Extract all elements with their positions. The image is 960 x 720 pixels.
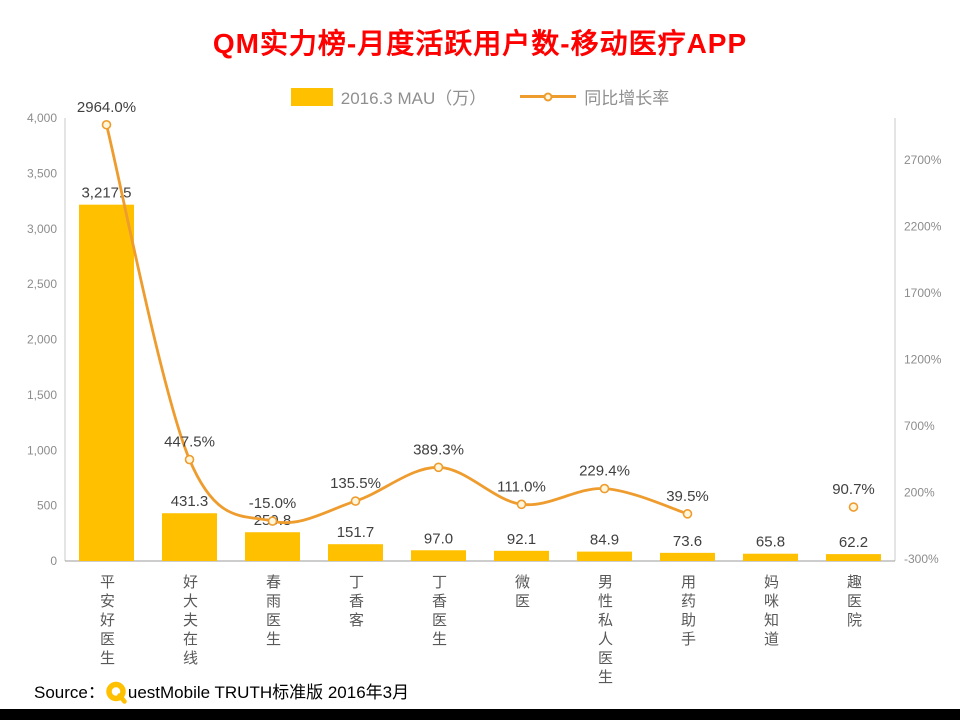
growth-value-label: 447.5% — [164, 434, 215, 451]
growth-value-label: 229.4% — [579, 463, 630, 480]
right-axis-tick: 200% — [904, 485, 935, 499]
mau-bar — [328, 544, 383, 561]
category-label: 男性私人医生 — [596, 574, 613, 688]
growth-value-label: 39.5% — [666, 488, 709, 505]
growth-value-label: 2964.0% — [77, 99, 136, 116]
mau-value-label: 3,217.5 — [81, 185, 131, 202]
category-label: 用药助手 — [679, 574, 696, 650]
left-axis-tick: 2,500 — [27, 277, 57, 291]
mau-bar — [162, 513, 217, 561]
mau-value-label: 84.9 — [590, 532, 619, 549]
left-axis-tick: 1,500 — [27, 388, 57, 402]
growth-value-label: 389.3% — [413, 441, 464, 458]
category-label: 妈咪知道 — [762, 574, 779, 650]
growth-marker — [599, 483, 610, 494]
mau-bar — [826, 554, 881, 561]
right-axis-tick: 1200% — [904, 352, 942, 366]
mau-bar — [411, 550, 466, 561]
growth-legend-line — [520, 92, 577, 101]
mau-value-label: 431.3 — [171, 493, 209, 510]
category-label: 春雨医生 — [264, 574, 281, 650]
chart-canvas: 0 500 1,000 1,500 2,000 2,500 3,000 3,500 4,000 -… — [27, 99, 942, 568]
mau-legend-swatch — [290, 87, 333, 106]
right-axis-tick: 700% — [904, 419, 935, 433]
source-text: uestMobile TRUTH标准版 2016年3月 — [127, 682, 410, 702]
left-axis-tick: 4,000 — [27, 111, 57, 125]
growth-marker — [682, 509, 693, 519]
mau-value-label: 65.8 — [756, 534, 785, 551]
mau-bar — [660, 552, 715, 561]
source-prefix: Source： — [34, 682, 105, 702]
growth-marker — [350, 496, 361, 506]
right-axis-tick: 1700% — [904, 286, 942, 300]
right-axis-tick: -300% — [904, 552, 939, 566]
category-label: 丁香医生 — [430, 574, 447, 650]
questmobile-logo-icon — [106, 681, 127, 704]
growth-value-label: 135.5% — [330, 475, 381, 492]
left-axis-tick: 0 — [50, 554, 57, 568]
category-label: 微医 — [513, 574, 530, 612]
mau-bar — [494, 550, 549, 561]
right-axis-tick: 2700% — [904, 153, 942, 167]
mau-value-label: 92.1 — [507, 531, 536, 548]
right-axis-tick: 2200% — [904, 219, 942, 233]
mau-bar — [577, 551, 632, 561]
category-label: 平安好医生 — [98, 574, 115, 669]
footer-bar — [0, 709, 960, 720]
mau-bar — [245, 532, 300, 561]
growth-value-label: -15.0% — [249, 495, 297, 512]
growth-value-label: 111.0% — [497, 478, 546, 495]
growth-legend-label: 同比增长率 — [584, 89, 670, 108]
left-axis-tick: 3,000 — [27, 222, 57, 236]
left-axis-tick: 1,000 — [27, 443, 57, 457]
category-label: 丁香客 — [347, 574, 364, 631]
growth-marker — [184, 454, 195, 465]
mau-value-label: 62.2 — [839, 534, 868, 551]
growth-value-label: 90.7% — [832, 481, 875, 498]
growth-marker — [101, 119, 112, 130]
mau-legend-label: 2016.3 MAU（万） — [340, 89, 487, 108]
left-axis-tick: 500 — [37, 499, 57, 513]
left-axis-tick: 2,000 — [27, 333, 57, 347]
chart-title: QM实力榜-月度活跃用户数-移动医疗APP — [212, 28, 748, 59]
mau-bar — [79, 204, 134, 561]
category-label: 趣医院 — [845, 574, 862, 631]
mau-value-label: 97.0 — [424, 530, 453, 547]
growth-legend-marker-icon — [543, 92, 553, 101]
chart-legend: 2016.3 MAU（万） 同比增长率 — [0, 84, 960, 109]
left-axis-tick: 3,500 — [27, 166, 57, 180]
mau-value-label: 73.6 — [673, 533, 702, 550]
combo-chart: 0 500 1,000 1,500 2,000 2,500 3,000 3,500 4,000 -… — [0, 99, 960, 708]
growth-marker — [267, 516, 278, 526]
growth-marker — [433, 462, 444, 473]
category-label: 好大夫在线 — [181, 574, 198, 669]
mau-value-label: 151.7 — [337, 524, 375, 541]
growth-marker — [516, 499, 527, 510]
growth-marker — [848, 502, 859, 512]
source-note: Source： uestMobile TRUTH标准版 2016年3月 — [34, 681, 409, 704]
mau-bar — [743, 553, 798, 561]
